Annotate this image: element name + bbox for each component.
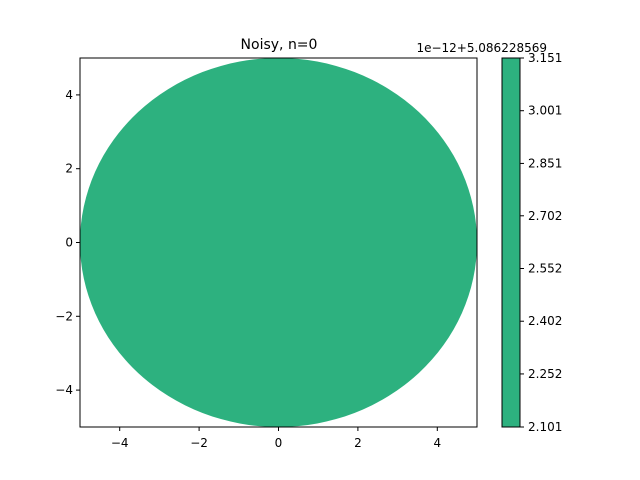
x-tick-label: 2: [354, 436, 362, 450]
x-axis: −4 −2 0 2 4: [111, 427, 441, 450]
colorbar-tick-label: 2.851: [528, 156, 562, 170]
colorbar: 3.151 3.001 2.851 2.702 2.552 2.402 2.252 2.101: [501, 51, 562, 434]
y-tick-label: 2: [65, 162, 73, 176]
colorbar-tick-label: 2.252: [528, 367, 562, 381]
y-axis: −4 −2 0 2 4: [55, 88, 80, 397]
colorbar-tick-label: 2.552: [528, 262, 562, 276]
x-tick-label: −4: [111, 436, 129, 450]
y-tick-label: −4: [55, 383, 73, 397]
y-tick-label: 4: [65, 88, 73, 102]
x-tick-label: 4: [433, 436, 441, 450]
colorbar-tick-label: 3.001: [528, 104, 562, 118]
y-tick-label: 0: [65, 236, 73, 250]
x-tick-label: 0: [275, 436, 283, 450]
y-tick-label: −2: [55, 309, 73, 323]
x-tick-label: −2: [190, 436, 208, 450]
colorbar-offset-label: 1e−12+5.086228569: [416, 41, 547, 55]
colorbar-tick-label: 2.402: [528, 314, 562, 328]
plot-area: [79, 57, 478, 428]
colorbar-tick-label: 3.151: [528, 51, 562, 65]
chart-title: Noisy, n=0: [241, 37, 318, 53]
colorbar-gradient: [501, 57, 521, 428]
colorbar-tick-label: 2.702: [528, 209, 562, 223]
field-disk: [80, 58, 477, 427]
colorbar-tick-label: 2.101: [528, 420, 562, 434]
